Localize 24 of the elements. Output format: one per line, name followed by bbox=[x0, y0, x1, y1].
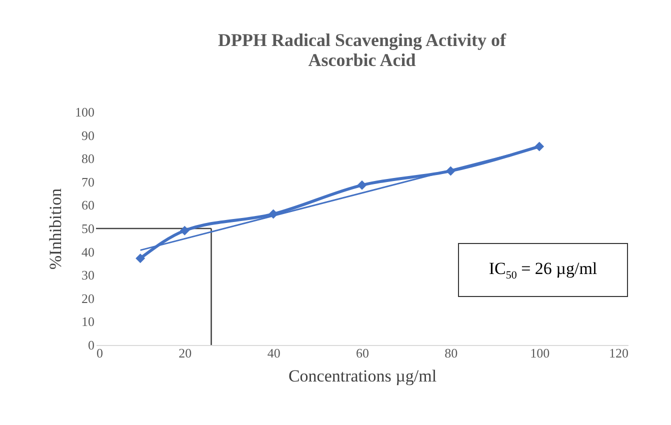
y-tick-label: 70 bbox=[82, 174, 94, 190]
chart-title: DPPH Radical Scavenging Activity of Ascorbic Acid bbox=[218, 30, 507, 70]
y-tick-label: 30 bbox=[82, 268, 94, 283]
y-tick-label: 10 bbox=[82, 314, 94, 330]
point bbox=[136, 254, 146, 264]
y-tick-label: 100 bbox=[75, 104, 94, 120]
point bbox=[180, 226, 190, 236]
x-tick-label: 120 bbox=[609, 346, 628, 360]
annotation: IC$_{50}$ = 26 µg/ml bbox=[488, 258, 598, 282]
text-box: IC$_{50}$ = 26 µg/ml bbox=[458, 243, 628, 297]
y-tick-label: 60 bbox=[82, 198, 94, 213]
x-tick-label: 100 bbox=[530, 346, 550, 360]
y-tick-label: 50 bbox=[82, 221, 94, 236]
y-tick-label: 90 bbox=[82, 128, 94, 143]
y-axis-title: %Inhibition bbox=[46, 188, 65, 270]
x-tick-label: 40 bbox=[267, 346, 280, 360]
x-tick-label: 60 bbox=[356, 346, 369, 360]
y-tick-label: 40 bbox=[82, 244, 94, 260]
x-tick-label: 20 bbox=[178, 346, 192, 360]
x-tick-label: 80 bbox=[444, 346, 458, 360]
x-axis-title: Concentrations µg/ml bbox=[288, 366, 437, 386]
point bbox=[357, 180, 367, 190]
y-tick-label: 80 bbox=[82, 151, 94, 166]
y-tick-label: 20 bbox=[82, 290, 94, 306]
